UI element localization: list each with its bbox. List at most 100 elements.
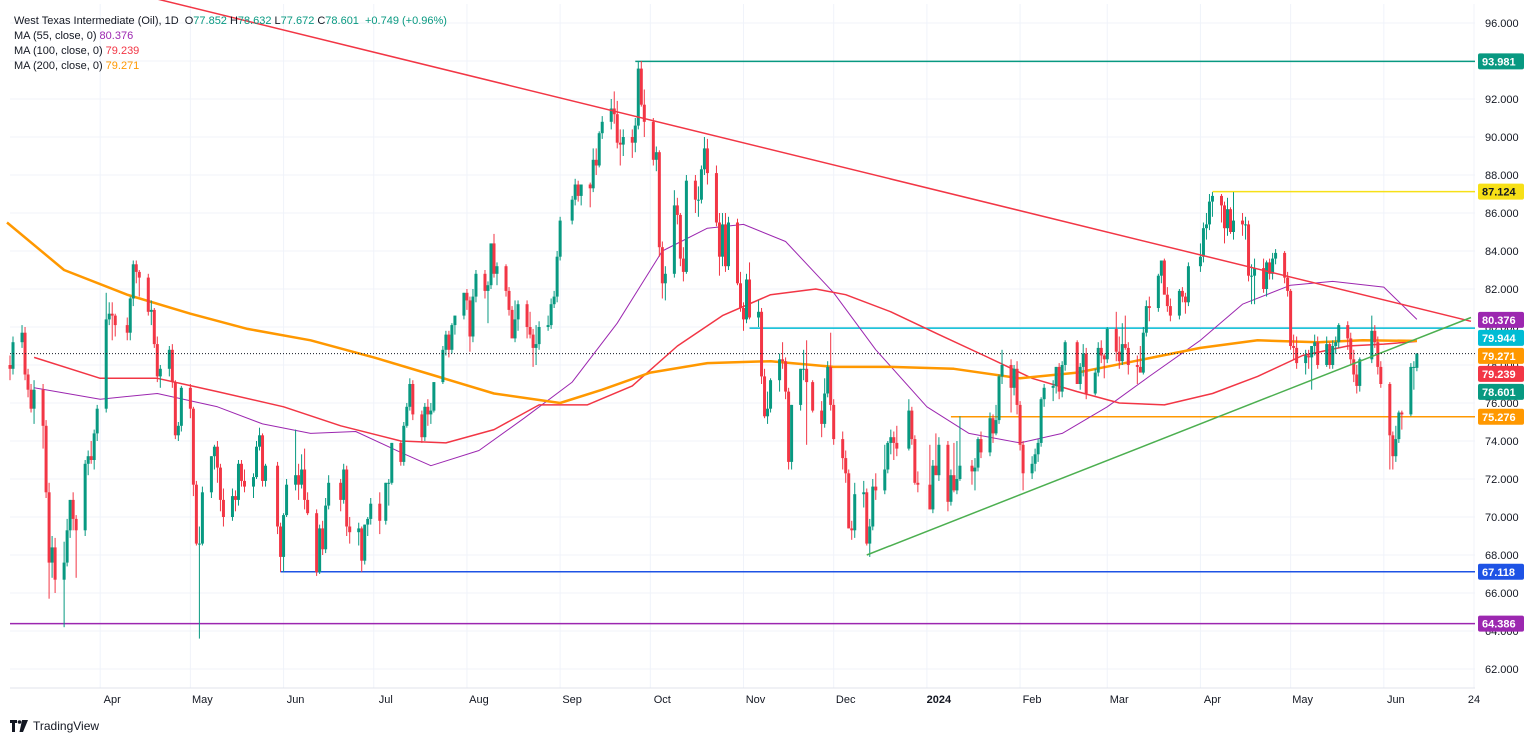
candle [176, 422, 180, 441]
price-badge: 80.376 [1478, 311, 1524, 328]
price-change: +0.749 (+0.96%) [365, 15, 447, 27]
candle [1295, 336, 1299, 369]
candle [125, 317, 129, 341]
candle [342, 463, 346, 504]
candle [663, 266, 667, 301]
candle [588, 182, 592, 208]
candle [1241, 213, 1245, 236]
candle [1084, 347, 1088, 400]
candle [763, 368, 767, 419]
y-tick-label: 92.000 [1485, 94, 1519, 106]
candle [651, 118, 655, 166]
candle [89, 441, 93, 464]
ma-line[interactable] [33, 288, 1417, 444]
symbol-row: West Texas Intermediate (Oil), 1D O77.85… [14, 14, 447, 29]
candle [212, 444, 216, 470]
candle [236, 460, 240, 506]
candle [1232, 192, 1236, 240]
candle [218, 463, 222, 512]
price-badge-label: 64.386 [1482, 619, 1516, 631]
y-tick-label: 90.000 [1485, 132, 1519, 144]
candle [74, 515, 78, 578]
grid [10, 4, 1475, 688]
candle [654, 146, 658, 172]
ohlc-value: 78.601 [325, 15, 359, 27]
candle [62, 541, 66, 628]
indicator-label: MA (55, close, 0) [14, 30, 97, 42]
candle [1268, 258, 1272, 280]
candle [739, 271, 742, 312]
candle [742, 302, 746, 331]
price-badge-label: 75.276 [1482, 412, 1516, 424]
candle [158, 365, 162, 388]
candle [1373, 325, 1377, 348]
candle [886, 441, 890, 474]
candle [495, 262, 499, 286]
price-badge-label: 67.118 [1482, 567, 1515, 579]
candle [633, 118, 637, 153]
candle [1162, 258, 1166, 295]
candle [1186, 262, 1190, 307]
price-badge-label: 79.944 [1482, 333, 1517, 345]
candle [233, 490, 237, 512]
price-badges: 93.981 87.124 80.376 79.944 79.271 79.239 78.6… [1478, 53, 1524, 632]
candle [1229, 207, 1233, 234]
indicator-row[interactable]: MA (55, close, 0) 80.376 [14, 29, 447, 44]
candle [714, 165, 718, 227]
candle [769, 378, 773, 413]
candle [594, 148, 598, 175]
candle [384, 482, 388, 525]
ma-line[interactable] [6, 221, 1417, 405]
candle [1018, 401, 1022, 451]
tradingview-logo[interactable]: TradingView [10, 719, 99, 733]
x-tick-label: Mar [1110, 694, 1129, 706]
candle [555, 251, 559, 303]
candle [1138, 346, 1142, 373]
candle [883, 444, 887, 495]
candle [170, 344, 174, 388]
trendlines [7, 0, 1472, 556]
candle [1099, 340, 1103, 364]
price-badge-label: 78.601 [1482, 387, 1516, 399]
horizontal-levels [10, 60, 1475, 625]
candle [847, 469, 851, 529]
candle [1355, 365, 1359, 394]
x-tick-label: Dec [836, 694, 856, 706]
candle [303, 448, 307, 510]
indicator-value: 79.271 [105, 60, 140, 72]
candle [615, 100, 619, 149]
indicator-row[interactable]: MA (200, close, 0) 79.271 [14, 59, 447, 74]
candle [1036, 439, 1040, 462]
candle [1225, 197, 1229, 236]
indicator-row[interactable]: MA (100, close, 0) 79.239 [14, 44, 447, 59]
candle [790, 404, 794, 470]
candle [44, 420, 48, 498]
resistance-trendline[interactable] [7, 0, 1472, 323]
candle [516, 300, 520, 331]
candle [468, 296, 472, 352]
candle [95, 404, 99, 441]
candle [699, 165, 703, 204]
candle [252, 473, 256, 498]
support-trendline[interactable] [866, 316, 1472, 556]
candle [1120, 323, 1124, 365]
candle [510, 306, 514, 339]
candle [137, 270, 141, 297]
candle [110, 302, 114, 341]
candle [327, 475, 331, 510]
candle [916, 471, 920, 493]
price-badge: 79.239 [1478, 365, 1524, 382]
candle [844, 450, 848, 483]
candle [423, 403, 427, 441]
candle [1358, 357, 1362, 392]
ma-line[interactable] [34, 223, 1418, 467]
candle [1307, 349, 1311, 369]
candle [931, 460, 935, 514]
y-tick-label: 76.000 [1485, 398, 1519, 410]
candle [441, 346, 445, 384]
y-tick-label: 72.000 [1485, 474, 1519, 486]
candle [826, 361, 830, 398]
ohlc-value: 78.632 [237, 15, 272, 27]
